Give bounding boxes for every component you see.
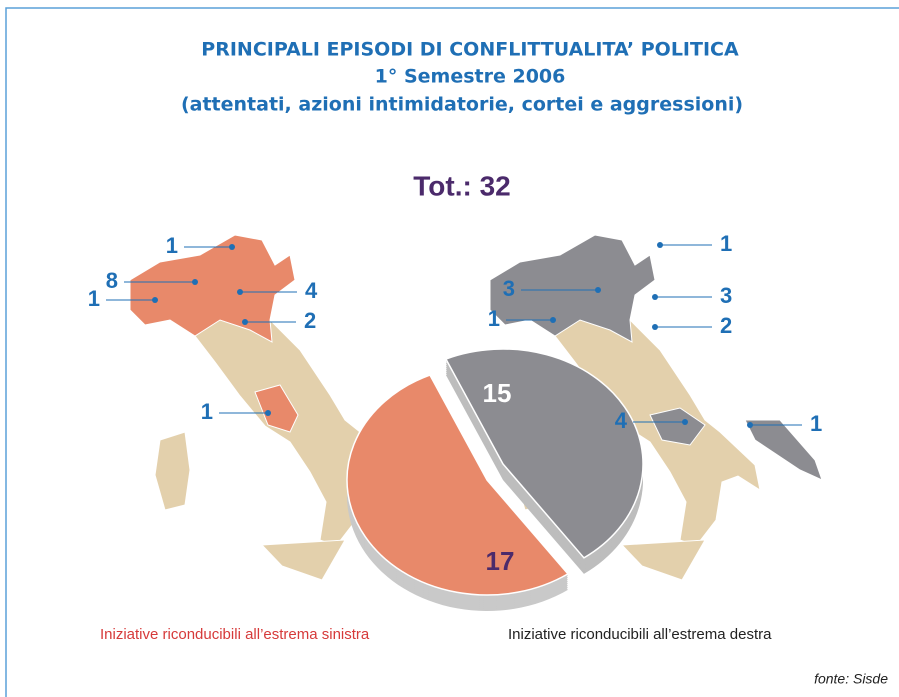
count-label: 3 [720, 283, 732, 308]
leader-dot [550, 317, 556, 323]
leader-dot [747, 422, 753, 428]
leader-dot [652, 294, 658, 300]
count-label: 1 [720, 231, 732, 256]
value-label: 17 [486, 546, 515, 576]
count-label: 3 [503, 276, 515, 301]
region-highlight [649, 407, 706, 446]
count-label: 1 [810, 411, 822, 436]
leader-dot [229, 244, 235, 250]
count-label: 4 [305, 278, 318, 303]
leader-dot [595, 287, 601, 293]
region-highlight [129, 234, 296, 343]
leader-dot [682, 419, 688, 425]
region-highlight [744, 419, 823, 481]
title: PRINCIPALI EPISODI DI CONFLITTUALITA’ PO… [201, 39, 739, 61]
subtitle: (attentati, azioni intimidatorie, cortei… [181, 94, 743, 116]
value-label: 15 [483, 378, 512, 408]
frame [5, 7, 899, 697]
count-label: 1 [88, 286, 100, 311]
leader-dot [237, 289, 243, 295]
legend-left: Iniziative riconducibili all’estrema sin… [100, 626, 370, 643]
region [154, 431, 191, 511]
region [620, 539, 706, 581]
region [260, 539, 346, 581]
count-label: 8 [106, 268, 118, 293]
count-label: 1 [201, 399, 213, 424]
source: fonte: Sisde [814, 671, 888, 687]
leader-dot [657, 242, 663, 248]
count-label: 1 [488, 306, 500, 331]
leader-dot [242, 319, 248, 325]
leader-dot [152, 297, 158, 303]
legend-right: Iniziative riconducibili all’estrema des… [508, 626, 772, 643]
region-highlight [254, 384, 299, 433]
leader-dot [265, 410, 271, 416]
leader-dot [192, 279, 198, 285]
leader-dot [652, 324, 658, 330]
total: Tot.: 32 [413, 170, 510, 201]
count-label: 2 [720, 313, 732, 338]
subtitle: 1° Semestre 2006 [375, 66, 566, 88]
pie-slice [346, 374, 570, 596]
count-label: 4 [615, 408, 628, 433]
count-label: 2 [304, 308, 316, 333]
region-highlight [489, 234, 656, 343]
count-label: 1 [166, 233, 178, 258]
pie-slice [444, 348, 644, 559]
